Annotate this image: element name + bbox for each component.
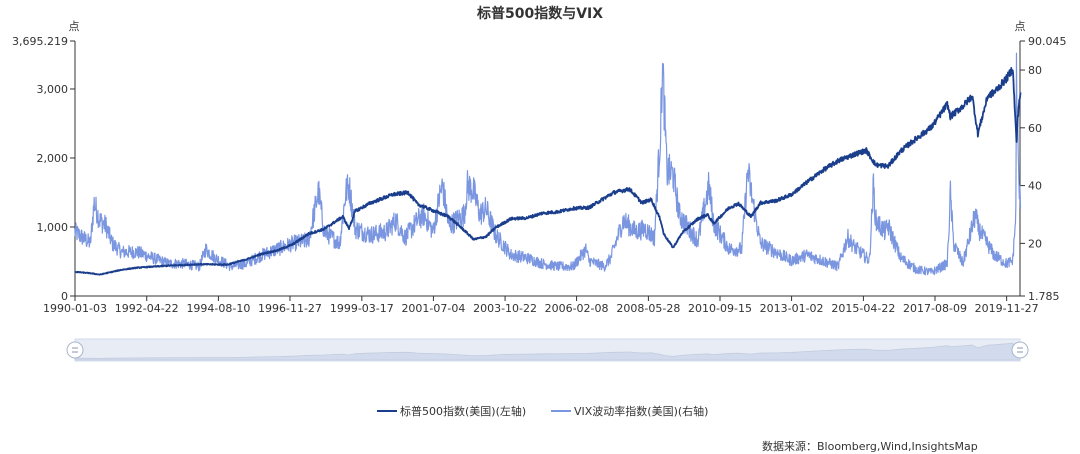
left-axis-tick-label: 0	[61, 290, 68, 303]
x-axis-tick-label: 2010-09-15	[688, 302, 752, 315]
left-axis-unit: 点	[69, 20, 80, 33]
x-axis-tick-label: 1994-08-10	[186, 302, 250, 315]
x-axis-tick-label: 2006-02-08	[545, 302, 609, 315]
right-axis-tick-label: 1.785	[1028, 290, 1060, 303]
right-axis-tick-label: 40	[1028, 180, 1042, 193]
right-axis-tick-label: 20	[1028, 237, 1042, 250]
slider-handle-left[interactable]	[66, 341, 84, 359]
x-axis-tick-label: 2013-01-02	[760, 302, 824, 315]
left-axis-tick-label: 1,000	[37, 221, 69, 234]
data-zoom-slider[interactable]	[66, 338, 1029, 362]
x-axis-tick-label: 2017-08-09	[903, 302, 967, 315]
right-axis-tick-label: 60	[1028, 122, 1042, 135]
right-axis-unit: 点	[1015, 20, 1026, 33]
x-axis-tick-label: 1990-01-03	[43, 302, 107, 315]
data-source-note: 数据来源：Bloomberg,Wind,InsightsMap	[762, 439, 978, 453]
legend-item-sp500[interactable]: 标普500指数(美国)(左轴)	[377, 404, 526, 418]
legend-label-sp500: 标普500指数(美国)(左轴)	[400, 404, 526, 418]
x-axis-tick-label: 2003-10-22	[473, 302, 537, 315]
x-axis-tick-label: 1996-11-27	[258, 302, 322, 315]
left-axis-tick-label: 3,000	[37, 83, 69, 96]
plot-area	[74, 52, 1022, 276]
x-axis-tick-label: 1992-04-22	[115, 302, 179, 315]
x-axis-tick-label: 2008-05-28	[616, 302, 680, 315]
x-axis-tick-label: 2015-04-22	[831, 302, 895, 315]
slider-handle-right[interactable]	[1011, 341, 1029, 359]
legend[interactable]: 标普500指数(美国)(左轴) VIX波动率指数(美国)(右轴)	[377, 404, 708, 418]
left-axis-tick-label: 2,000	[37, 152, 69, 165]
legend-item-vix[interactable]: VIX波动率指数(美国)(右轴)	[551, 404, 708, 418]
left-axis-tick-label: 3,695.219	[12, 35, 68, 48]
chart-title: 标普500指数与VIX	[476, 5, 603, 22]
slider-handle-left-knob[interactable]	[66, 341, 84, 359]
right-axis-tick-label: 90.045	[1028, 35, 1067, 48]
slider-data-shadow	[74, 342, 1021, 361]
right-axis-tick-label: 80	[1028, 64, 1042, 77]
x-axis-tick-label: 2019-11-27	[975, 302, 1039, 315]
slider-handle-right-knob[interactable]	[1011, 341, 1029, 359]
x-axis-tick-label: 1999-03-17	[330, 302, 394, 315]
axes: 0 1,000 2,000 3,000 3,695.219 20 40 60 80 1.785 90…	[12, 35, 1066, 315]
x-axis-tick-label: 2001-07-04	[401, 302, 465, 315]
legend-label-vix: VIX波动率指数(美国)(右轴)	[574, 404, 708, 418]
series-line-sp500	[74, 66, 1022, 276]
series-line-vix	[74, 52, 1022, 276]
